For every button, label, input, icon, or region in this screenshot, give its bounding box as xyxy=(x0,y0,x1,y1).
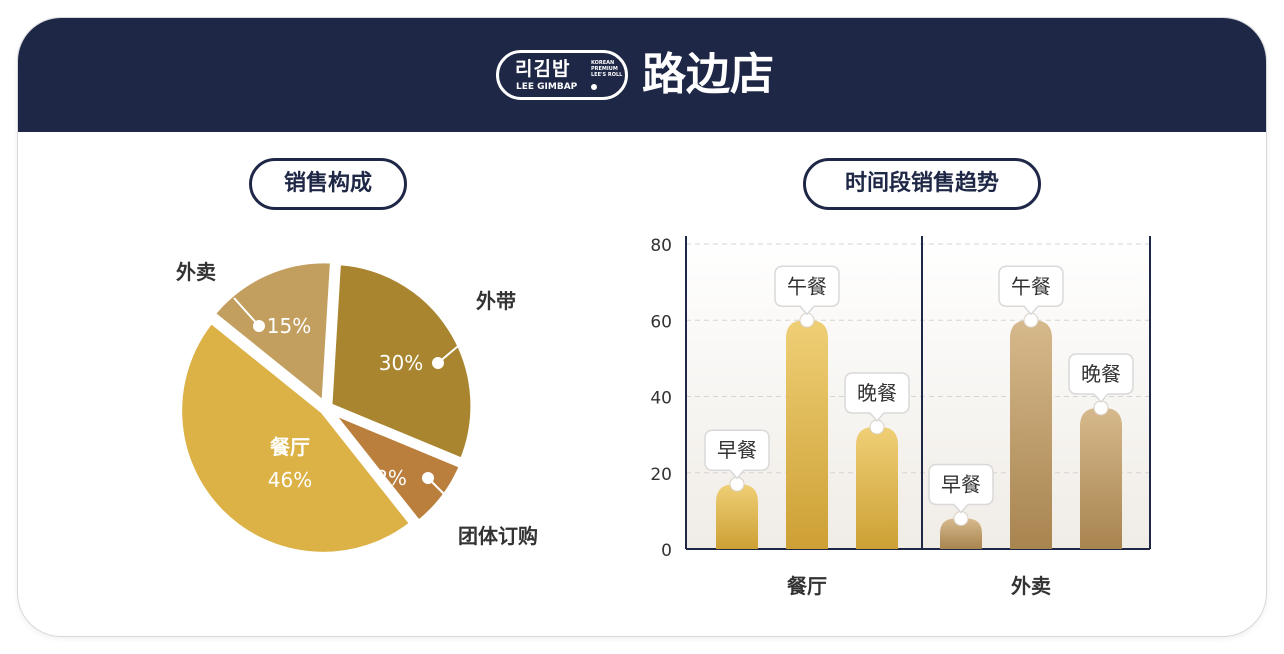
store-title: 路边店 xyxy=(642,49,774,100)
x-group-label: 外卖 xyxy=(1011,574,1051,598)
logo-english-text: LEE GIMBAP xyxy=(516,82,578,92)
bar xyxy=(716,484,758,549)
bar xyxy=(786,320,828,549)
pie-slice xyxy=(326,407,466,527)
bar-label: 午餐 xyxy=(787,274,827,298)
pie-leader-dot xyxy=(422,472,434,484)
y-tick-label: 20 xyxy=(650,465,672,485)
bar-label: 早餐 xyxy=(717,438,757,462)
pie-leader-dot xyxy=(432,357,444,369)
pie-leader-line xyxy=(437,335,471,364)
logo-tagline-line: KOREAN xyxy=(591,60,615,66)
y-tick-label: 60 xyxy=(650,312,672,332)
brand-logo: 리김밥 LEE GIMBAP KOREAN PREMIUM LEE'S ROLL xyxy=(496,50,628,100)
dashboard-card: 리김밥 LEE GIMBAP KOREAN PREMIUM LEE'S ROLL… xyxy=(17,17,1267,637)
bar-label: 早餐 xyxy=(941,473,981,497)
bar-callout-bubble xyxy=(844,372,910,423)
pie-slice-label: 外带 xyxy=(476,289,516,313)
logo-tagline: KOREAN PREMIUM LEE'S ROLL xyxy=(591,60,627,78)
pie-value-label: 46% xyxy=(268,468,312,492)
pie-slice-label: 外卖 xyxy=(176,260,216,284)
bar-callout-bubble xyxy=(774,265,840,316)
bar-label: 午餐 xyxy=(1011,274,1051,298)
logo-dot-icon xyxy=(591,84,597,90)
pie-slice xyxy=(209,257,337,408)
bar xyxy=(940,518,982,549)
bar xyxy=(856,427,898,549)
bar xyxy=(1010,320,1052,549)
pie-value-label: 15% xyxy=(267,314,311,338)
header-bar: 리김밥 LEE GIMBAP KOREAN PREMIUM LEE'S ROLL… xyxy=(18,18,1266,132)
x-group-label: 餐厅 xyxy=(787,574,827,598)
logo-tagline-line: PREMIUM xyxy=(591,66,618,72)
y-tick-label: 40 xyxy=(650,389,672,409)
pie-leader-line xyxy=(427,477,459,509)
bar-callout-bubble xyxy=(998,265,1064,316)
bar-label: 晚餐 xyxy=(1081,362,1121,386)
logo-tagline-line: LEE'S ROLL xyxy=(591,72,623,78)
y-tick-label: 0 xyxy=(661,541,672,561)
pie-leader-line xyxy=(233,297,260,327)
pie-slice-label: 餐厅 xyxy=(270,435,310,459)
bar-callout-bubble xyxy=(704,429,770,480)
pie-slice xyxy=(176,317,416,558)
bar-chart-title: 时间段销售趋势 xyxy=(803,158,1041,210)
bar-callout-bubble xyxy=(1068,353,1134,404)
logo-korean-text: 리김밥 xyxy=(515,58,571,80)
pie-slice-label: 团体订购 xyxy=(458,524,538,548)
pie-slice xyxy=(326,259,477,465)
pie-value-label: 30% xyxy=(379,351,423,375)
bar-callout-bubble xyxy=(928,463,994,514)
bar-label: 晚餐 xyxy=(857,381,897,405)
y-tick-label: 80 xyxy=(650,236,672,256)
pie-chart-title: 销售构成 xyxy=(249,158,407,210)
pie-leader-dot xyxy=(253,320,265,332)
bar xyxy=(1080,407,1122,549)
